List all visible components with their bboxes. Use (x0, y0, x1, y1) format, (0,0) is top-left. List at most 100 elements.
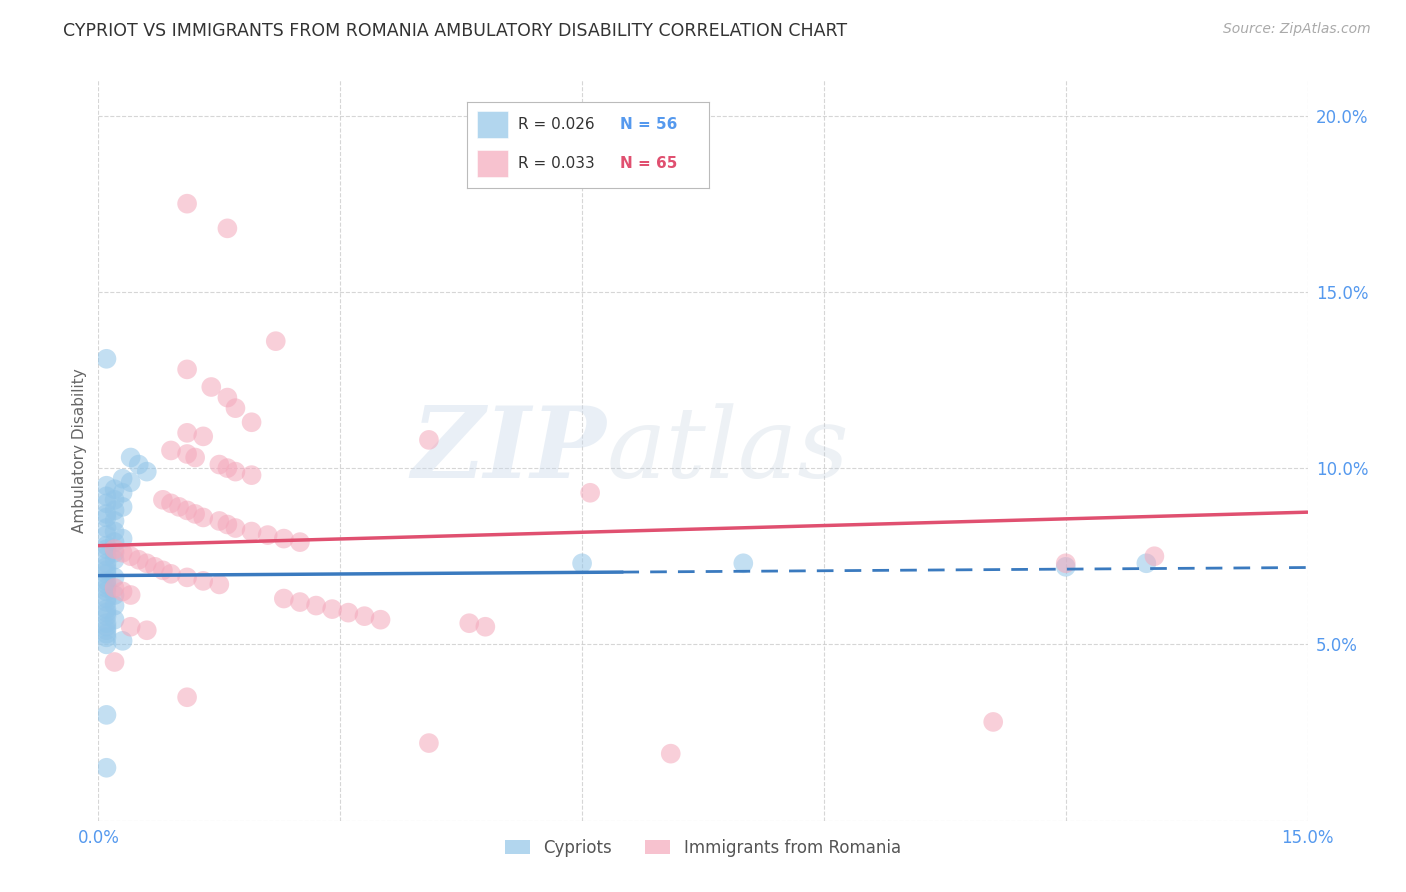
Point (96, 602, 118, 616)
Point (103, 514, 125, 528)
Point (96, 584, 118, 599)
Point (96, 489, 118, 503)
Point (111, 532, 134, 546)
Point (418, 736, 440, 750)
Point (458, 616, 481, 631)
Point (200, 380, 222, 394)
Point (120, 588, 142, 602)
Point (184, 507, 207, 521)
Point (418, 433, 440, 447)
Text: Source: ZipAtlas.com: Source: ZipAtlas.com (1223, 22, 1371, 37)
Point (103, 535, 125, 549)
Point (103, 613, 125, 627)
Point (256, 528, 278, 542)
Point (96, 521, 118, 535)
Point (264, 334, 287, 348)
Point (120, 620, 142, 634)
Point (111, 485, 134, 500)
Point (103, 546, 125, 560)
Point (208, 458, 231, 472)
Point (184, 450, 207, 465)
Point (120, 475, 142, 490)
Point (96, 479, 118, 493)
Point (160, 496, 183, 510)
Point (120, 549, 142, 564)
Point (96, 351, 118, 366)
Point (103, 581, 125, 595)
Point (96, 609, 118, 624)
Point (128, 553, 150, 567)
Point (176, 447, 198, 461)
Point (96, 627, 118, 641)
Point (103, 599, 125, 613)
Point (96, 620, 118, 634)
Point (103, 524, 125, 539)
Point (135, 465, 157, 479)
Point (224, 465, 246, 479)
Point (103, 655, 125, 669)
Point (321, 602, 343, 616)
Point (96, 563, 118, 577)
Point (193, 510, 215, 524)
Point (193, 429, 215, 443)
Point (96, 542, 118, 557)
Point (96, 539, 118, 553)
Point (96, 761, 118, 775)
Point (224, 521, 246, 535)
Point (176, 196, 198, 211)
Point (571, 556, 593, 570)
Point (176, 690, 198, 705)
Point (96, 707, 118, 722)
Point (96, 637, 118, 651)
Point (176, 425, 198, 440)
Point (208, 577, 231, 591)
Point (288, 535, 311, 549)
Point (240, 524, 263, 539)
Point (96, 606, 118, 620)
Point (273, 532, 295, 546)
Point (96, 549, 118, 564)
Point (273, 591, 295, 606)
Point (208, 514, 231, 528)
Point (96, 566, 118, 581)
Point (96, 591, 118, 606)
Point (370, 613, 392, 627)
Point (176, 362, 198, 376)
Point (96, 624, 118, 638)
Point (733, 556, 755, 570)
Point (96, 556, 118, 570)
Point (96, 507, 118, 521)
Point (659, 747, 682, 761)
Point (1054, 556, 1077, 570)
Point (111, 633, 134, 648)
Point (337, 606, 360, 620)
Point (103, 570, 125, 584)
Legend: Cypriots, Immigrants from Romania: Cypriots, Immigrants from Romania (505, 838, 901, 856)
Point (217, 461, 239, 475)
Point (353, 609, 375, 624)
Point (1135, 556, 1157, 570)
Point (143, 559, 166, 574)
Point (160, 566, 183, 581)
Point (152, 563, 174, 577)
Point (111, 472, 134, 486)
Point (981, 714, 1004, 729)
Point (217, 221, 239, 235)
Point (96, 630, 118, 644)
Point (103, 553, 125, 567)
Point (111, 546, 134, 560)
Point (103, 588, 125, 602)
Point (240, 415, 263, 429)
Point (176, 570, 198, 584)
Point (217, 517, 239, 532)
Point (96, 559, 118, 574)
Point (1143, 549, 1166, 564)
Point (128, 458, 150, 472)
Point (111, 584, 134, 599)
Point (135, 556, 157, 570)
Point (96, 595, 118, 609)
Text: ZIP: ZIP (412, 402, 606, 499)
Point (217, 391, 239, 405)
Point (103, 542, 125, 557)
Point (240, 468, 263, 483)
